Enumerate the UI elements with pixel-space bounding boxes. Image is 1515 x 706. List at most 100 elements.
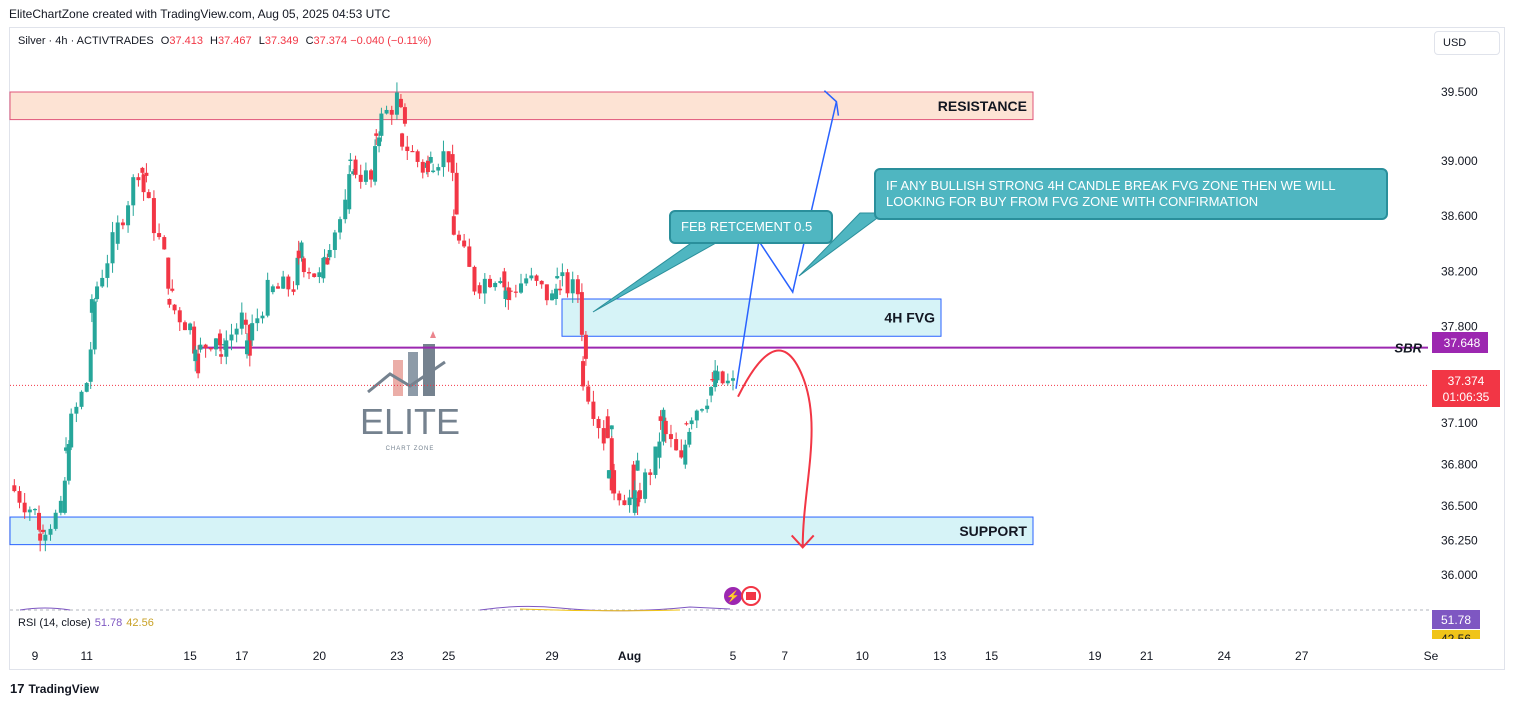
candle-body[interactable] (384, 109, 389, 114)
candle-body[interactable] (586, 386, 591, 402)
candle-body[interactable] (115, 222, 120, 244)
candle-body[interactable] (167, 299, 172, 305)
candle-body[interactable] (622, 500, 627, 506)
candle-body[interactable] (325, 258, 330, 265)
candle-body[interactable] (591, 401, 596, 419)
candle-body[interactable] (705, 405, 710, 410)
candle-body[interactable] (221, 344, 226, 346)
candle-body[interactable] (100, 277, 105, 287)
candle-body[interactable] (462, 240, 467, 247)
candle-body[interactable] (243, 319, 248, 325)
candle-body[interactable] (513, 291, 518, 293)
candle-body[interactable] (217, 333, 222, 346)
candle-body[interactable] (389, 109, 394, 115)
candle-body[interactable] (295, 257, 300, 286)
candle-body[interactable] (657, 441, 662, 458)
candle-body[interactable] (281, 276, 286, 289)
candle-body[interactable] (74, 406, 79, 414)
support-zone[interactable]: SUPPORT (9, 516, 1034, 546)
candle-body[interactable] (713, 370, 718, 388)
candle-body[interactable] (374, 133, 379, 136)
candle-body[interactable] (196, 353, 201, 374)
candle-body[interactable] (120, 222, 125, 226)
candle-body[interactable] (351, 171, 356, 175)
candle-body[interactable] (110, 232, 115, 264)
candle-body[interactable] (699, 409, 704, 411)
candle-body[interactable] (84, 383, 89, 392)
candle-body[interactable] (131, 177, 136, 206)
candle-body[interactable] (234, 328, 239, 335)
candle-body[interactable] (37, 512, 41, 530)
candle-body[interactable] (322, 257, 327, 259)
candle-body[interactable] (612, 470, 617, 494)
bearish-projection-arrow[interactable] (737, 349, 813, 548)
candle-body[interactable] (583, 334, 588, 359)
candle-body[interactable] (198, 344, 203, 350)
candle-body[interactable] (605, 416, 610, 439)
candle-body[interactable] (579, 292, 584, 335)
currency-button[interactable]: USD (1434, 31, 1500, 55)
candle-body[interactable] (239, 312, 244, 329)
candle-body[interactable] (405, 146, 410, 152)
candle-body[interactable] (343, 199, 348, 220)
candle-body[interactable] (487, 278, 492, 288)
candle-body[interactable] (48, 528, 53, 535)
candle-body[interactable] (554, 288, 559, 299)
candle-body[interactable] (689, 420, 694, 425)
candle-body[interactable] (631, 464, 636, 498)
candle-body[interactable] (683, 444, 688, 465)
candle-body[interactable] (648, 472, 653, 475)
candle-body[interactable] (22, 502, 27, 513)
candle-body[interactable] (451, 216, 456, 235)
fib-retracement-callout[interactable]: FEB RETCEMENT 0.5 (669, 210, 833, 244)
candle-body[interactable] (450, 154, 455, 173)
candle-body[interactable] (79, 391, 84, 407)
candle-body[interactable] (653, 446, 658, 475)
candle-body[interactable] (684, 423, 689, 425)
candle-body[interactable] (43, 534, 48, 541)
candle-body[interactable] (467, 246, 472, 267)
candle-body[interactable] (524, 278, 529, 284)
candle-body[interactable] (27, 509, 32, 513)
candle-body[interactable] (88, 349, 93, 382)
candle-body[interactable] (709, 387, 714, 396)
candle-body[interactable] (731, 378, 735, 381)
candle-body[interactable] (255, 318, 260, 324)
candle-body[interactable] (53, 512, 58, 529)
candle-body[interactable] (140, 167, 145, 173)
candle-body[interactable] (307, 272, 312, 274)
candle-body[interactable] (12, 485, 17, 492)
candle-body[interactable] (431, 170, 436, 173)
candle-body[interactable] (663, 420, 668, 435)
candle-body[interactable] (694, 410, 699, 421)
candle-body[interactable] (635, 497, 640, 507)
rsi-legend[interactable]: RSI (14, close) 51.78 42.56 (18, 617, 154, 629)
candle-body[interactable] (398, 98, 403, 108)
fvg-zone[interactable]: 4H FVG (561, 298, 942, 337)
candle-body[interactable] (617, 493, 622, 501)
candle-body[interactable] (668, 434, 673, 440)
candle-body[interactable] (192, 326, 197, 354)
candle-body[interactable] (270, 286, 275, 293)
fvg-rect[interactable] (561, 298, 942, 337)
candle-body[interactable] (353, 159, 358, 175)
candle-body[interactable] (658, 416, 663, 421)
price-axis[interactable]: 39.500 39.000 38.600 38.200 37.800 37.100 36.8… (1441, 85, 1478, 582)
time-axis[interactable]: 9 11 15 17 20 23 25 29 Aug 5 7 10 13 15 19 21 24 27 Se (32, 649, 1439, 663)
candle-body[interactable] (41, 529, 45, 533)
candle-body[interactable] (276, 286, 281, 289)
candle-body[interactable] (506, 287, 511, 300)
candle-body[interactable] (141, 174, 146, 193)
candle-body[interactable] (410, 151, 415, 153)
candle-body[interactable] (635, 460, 640, 471)
candle-body[interactable] (436, 167, 441, 171)
candle-body[interactable] (560, 272, 565, 277)
candle-body[interactable] (208, 348, 213, 350)
candle-body[interactable] (193, 349, 198, 362)
candle-body[interactable] (534, 275, 539, 281)
candle-body[interactable] (301, 258, 306, 273)
candle-body[interactable] (170, 288, 175, 291)
candle-body[interactable] (609, 438, 614, 491)
event-flash-icon[interactable] (724, 587, 742, 605)
